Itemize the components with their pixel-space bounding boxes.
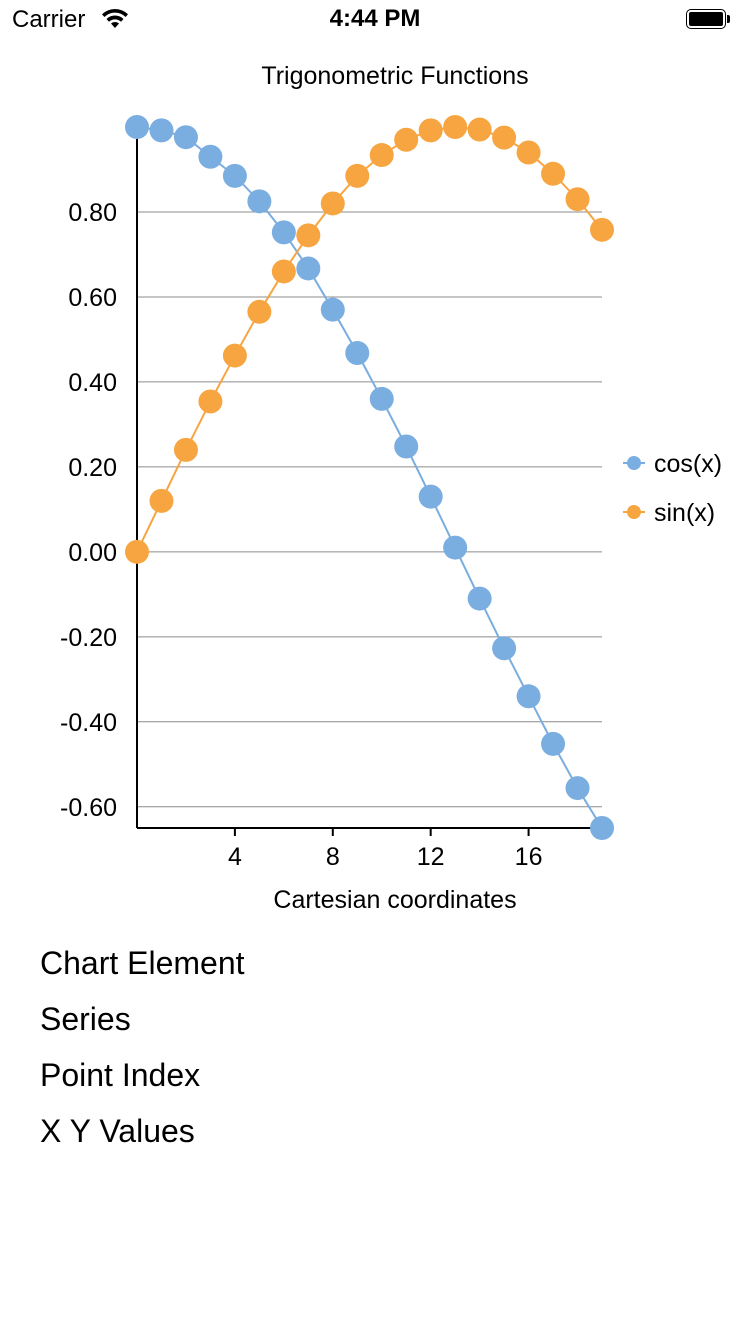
data-point-cos[interactable] <box>467 586 492 611</box>
data-point-sin[interactable] <box>369 143 394 168</box>
data-point-sin[interactable] <box>345 163 370 188</box>
data-point-sin[interactable] <box>492 125 517 150</box>
grid-lines <box>137 211 602 808</box>
x-tick-label: 4 <box>228 843 242 871</box>
data-point-sin[interactable] <box>149 488 174 513</box>
data-point-cos[interactable] <box>222 163 247 188</box>
data-point-cos[interactable] <box>394 434 419 459</box>
data-point-cos[interactable] <box>516 684 541 709</box>
data-point-cos[interactable] <box>320 297 345 322</box>
data-point-sin[interactable] <box>320 191 345 216</box>
data-point-sin[interactable] <box>443 115 468 139</box>
x-tick-labels: 4 8 12 16 <box>228 843 543 871</box>
legend-label[interactable]: sin(x) <box>654 499 715 527</box>
data-point-sin[interactable] <box>467 117 492 142</box>
data-point-cos[interactable] <box>369 386 394 411</box>
y-tick-label: 0.20 <box>68 454 117 482</box>
series-layer <box>125 115 614 840</box>
xy-values-label: X Y Values <box>40 1113 195 1149</box>
data-point-sin[interactable] <box>247 299 272 324</box>
data-point-cos[interactable] <box>296 256 321 281</box>
legend-marker <box>627 505 641 519</box>
data-point-sin[interactable] <box>565 187 590 212</box>
point-index-label: Point Index <box>40 1057 201 1093</box>
data-point-cos[interactable] <box>247 189 272 214</box>
data-point-sin[interactable] <box>516 140 541 165</box>
data-point-cos[interactable] <box>443 535 468 560</box>
info-list: Chart Element Series Point Index X Y Val… <box>40 935 245 1159</box>
data-point-cos[interactable] <box>492 636 517 661</box>
data-point-sin[interactable] <box>222 343 247 368</box>
legend-marker <box>627 456 641 470</box>
y-tick-label: -0.20 <box>60 624 117 652</box>
carrier-label: Carrier <box>12 6 86 33</box>
data-point-cos[interactable] <box>125 115 149 139</box>
x-tick-label: 8 <box>326 843 340 871</box>
data-point-cos[interactable] <box>541 731 566 756</box>
data-point-cos[interactable] <box>590 816 614 840</box>
y-tick-label: 0.80 <box>68 199 117 227</box>
data-point-sin[interactable] <box>296 223 321 248</box>
data-point-cos[interactable] <box>271 220 296 245</box>
y-tick-labels: -0.60 -0.40 -0.20 0.00 0.20 0.40 0.60 0.80 <box>60 199 117 822</box>
data-point-cos[interactable] <box>149 118 174 143</box>
y-tick-label: 0.40 <box>68 369 117 397</box>
data-point-cos[interactable] <box>173 125 198 150</box>
wifi-icon <box>100 8 130 35</box>
y-tick-label: 0.60 <box>68 284 117 312</box>
series-line-cos <box>136 126 603 829</box>
data-point-sin[interactable] <box>418 118 443 143</box>
legend: cos(x) sin(x) <box>623 450 722 527</box>
chart-title: Trigonometric Functions <box>261 62 528 90</box>
axes <box>136 127 602 836</box>
trig-chart[interactable]: Trigonometric Functions -0.60 -0.40 -0.20 0… <box>0 50 750 920</box>
data-point-sin[interactable] <box>394 127 419 152</box>
x-tick-label: 12 <box>417 843 445 871</box>
status-bar: Carrier 4:44 PM <box>0 0 750 40</box>
data-point-sin[interactable] <box>271 259 296 284</box>
data-point-cos[interactable] <box>418 484 443 509</box>
data-point-cos[interactable] <box>345 341 370 366</box>
y-tick-label: -0.40 <box>60 709 117 737</box>
series-label: Series <box>40 1001 131 1037</box>
y-tick-label: -0.60 <box>60 794 117 822</box>
battery-icon <box>686 9 732 31</box>
data-point-sin[interactable] <box>125 539 149 564</box>
data-point-cos[interactable] <box>198 144 223 169</box>
status-time: 4:44 PM <box>329 5 421 32</box>
legend-label[interactable]: cos(x) <box>654 450 722 478</box>
series-line-sin <box>136 125 603 553</box>
data-point-sin[interactable] <box>173 437 198 462</box>
x-axis-label: Cartesian coordinates <box>273 886 516 914</box>
data-point-sin[interactable] <box>541 161 566 186</box>
data-point-cos[interactable] <box>565 776 590 801</box>
x-tick-label: 16 <box>515 843 543 871</box>
data-point-sin[interactable] <box>198 389 223 414</box>
data-point-sin[interactable] <box>590 217 614 242</box>
chart-element-label: Chart Element <box>40 945 245 981</box>
y-tick-label: 0.00 <box>68 539 117 567</box>
